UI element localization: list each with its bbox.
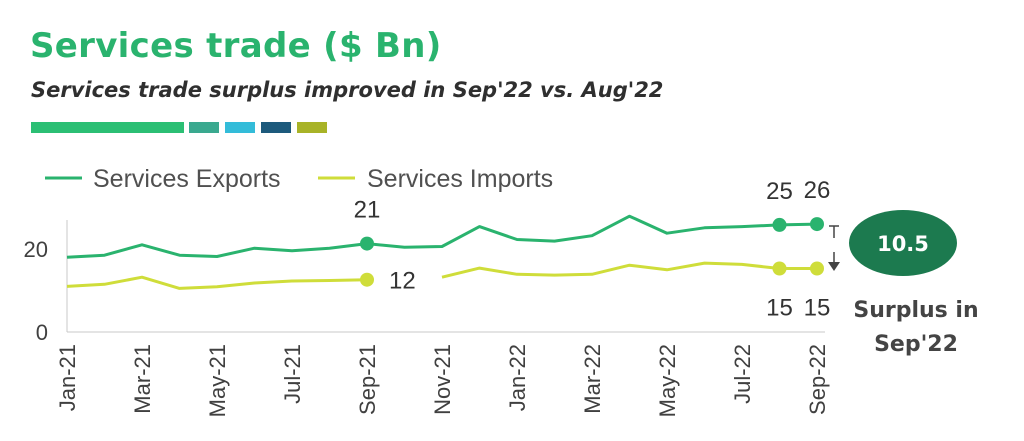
data-point-marker (810, 217, 824, 232)
series-line-services-imports (441, 261, 817, 279)
data-labels: 21 12 25 26 15 15 (354, 177, 831, 321)
data-label: 15 (804, 295, 831, 322)
x-tick-label: Sep-22 (805, 344, 830, 415)
surplus-label-line1: Surplus in (853, 298, 978, 323)
x-tick-label: May-22 (655, 344, 680, 417)
series-lines (66, 214, 818, 290)
swatch-navy (261, 122, 291, 133)
legend-label-exports: Services Exports (93, 165, 281, 193)
swatch-olive (297, 122, 327, 133)
y-tick-label: 0 (36, 320, 48, 345)
data-label: 12 (389, 268, 416, 295)
surplus-value: 10.5 (877, 232, 929, 256)
y-tick-label: 20 (24, 237, 48, 262)
data-point-marker (810, 261, 824, 276)
surplus-arrow-icon (828, 262, 840, 271)
data-label: 26 (804, 177, 831, 204)
x-tick-label: Jul-22 (730, 344, 755, 404)
data-point-marker (360, 272, 374, 287)
x-tick-label: Mar-22 (580, 344, 605, 414)
surplus-annotation: 10.5 Surplus in Sep'22 (828, 210, 979, 357)
data-points (360, 217, 824, 287)
x-tick-label: May-21 (205, 344, 230, 417)
series-line-services-imports (66, 275, 368, 290)
x-tick-label: Mar-21 (130, 344, 155, 414)
x-tick-label: Nov-21 (430, 344, 455, 415)
data-label: 15 (766, 295, 793, 322)
x-tick-labels: Jan-21 Mar-21 May-21 Jul-21 Sep-21 Nov-21 Jan-… (55, 344, 830, 417)
chart-title: Services trade ($ Bn) (30, 26, 442, 66)
legend-label-imports: Services Imports (367, 165, 553, 193)
swatch-cyan (225, 122, 255, 133)
surplus-bubble (849, 210, 957, 276)
data-label: 21 (354, 197, 381, 224)
x-tick-label: Jan-21 (55, 344, 80, 411)
data-label: 25 (766, 178, 793, 205)
chart-subtitle: Services trade surplus improved in Sep'2… (31, 78, 664, 102)
y-tick-labels: 0 20 (24, 237, 48, 345)
x-tick-label: Jan-22 (505, 344, 530, 411)
x-tick-label: Sep-21 (355, 344, 380, 415)
data-point-marker (360, 236, 374, 251)
x-tick-label: Jul-21 (280, 344, 305, 404)
legend: Services Exports Services Imports (45, 165, 553, 193)
data-point-marker (772, 217, 787, 232)
swatch-green (31, 122, 184, 133)
surplus-label-line2: Sep'22 (874, 332, 958, 357)
data-point-marker (772, 261, 787, 276)
axes (66, 220, 825, 333)
series-line-services-exports (66, 214, 818, 259)
swatch-teal (189, 122, 219, 133)
